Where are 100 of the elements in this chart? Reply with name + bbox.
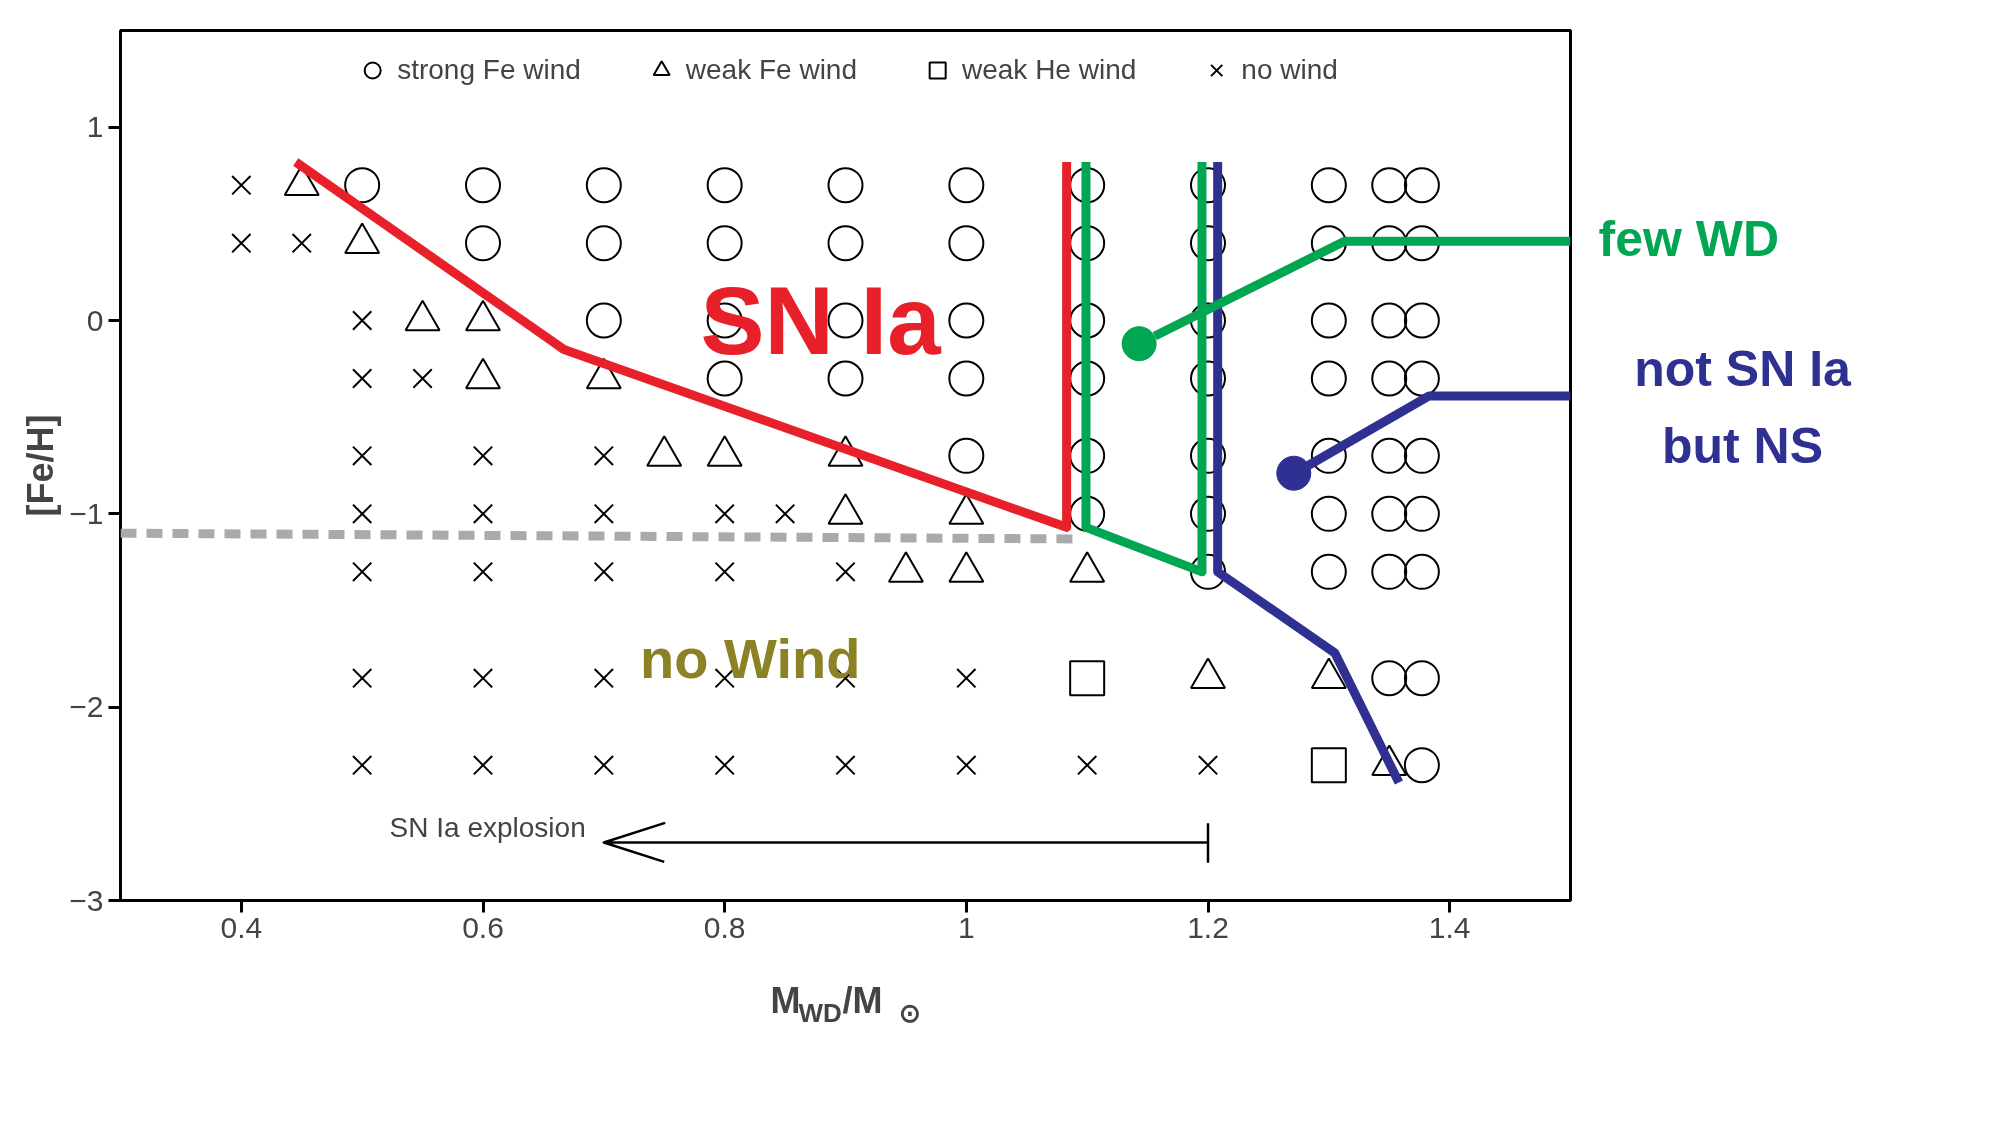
point [593, 667, 615, 689]
x-tick-label: 0.4 [220, 910, 263, 944]
point [1403, 167, 1440, 204]
annotation: no Wind [640, 627, 861, 691]
annotation: SN Ia [700, 267, 942, 374]
point [1371, 302, 1408, 339]
point [827, 302, 864, 339]
point [714, 561, 735, 583]
y-tick-label: 0 [86, 303, 104, 337]
point [1403, 495, 1440, 532]
point [231, 174, 252, 196]
legend-label: weak He wind [962, 54, 1137, 86]
y-tick-label: 1 [86, 110, 104, 144]
point [1069, 225, 1106, 262]
point [706, 360, 743, 397]
annotation: SN Ia explosion [389, 811, 586, 843]
point [465, 167, 501, 204]
point [585, 225, 622, 262]
point [351, 503, 373, 525]
point [585, 302, 622, 339]
point [1371, 437, 1408, 474]
point [827, 225, 864, 262]
point [948, 302, 985, 339]
point [1371, 660, 1408, 697]
x-tick-label: 1 [957, 910, 975, 944]
point [585, 167, 622, 204]
point [351, 667, 373, 689]
point [956, 754, 977, 776]
point [1371, 167, 1408, 204]
point [1310, 437, 1347, 474]
point [956, 667, 977, 689]
point [1069, 302, 1106, 339]
point [351, 445, 373, 467]
x-tick-label: 0.6 [462, 910, 504, 944]
point [714, 503, 735, 525]
point [1121, 326, 1157, 362]
x-tick-label: 1.4 [1428, 910, 1471, 944]
point [231, 232, 252, 254]
point [1069, 437, 1106, 474]
point [948, 360, 985, 397]
point [835, 754, 856, 776]
point [1069, 660, 1106, 697]
legend-label: strong Fe wind [397, 54, 581, 86]
point [593, 445, 615, 467]
point [827, 167, 864, 204]
point [472, 445, 494, 467]
point [835, 561, 856, 583]
point [1310, 167, 1347, 204]
legend-label: no wind [1241, 54, 1338, 86]
point [1371, 553, 1408, 590]
point [1371, 225, 1408, 262]
point [1371, 495, 1408, 532]
point [593, 561, 615, 583]
point [472, 561, 494, 583]
point [774, 503, 796, 525]
point [706, 167, 743, 204]
point [1403, 660, 1440, 697]
y-tick-label: −1 [69, 496, 104, 530]
point [1403, 553, 1440, 590]
point [472, 667, 494, 689]
point [1403, 302, 1440, 339]
point [827, 360, 864, 397]
point [948, 167, 985, 204]
point [291, 232, 312, 254]
point [1371, 360, 1408, 397]
point [472, 503, 494, 525]
y-tick-label: −3 [69, 883, 104, 917]
point [948, 437, 985, 474]
point [1403, 437, 1440, 474]
point [1403, 225, 1440, 262]
point [1310, 360, 1347, 397]
point [351, 754, 373, 776]
point [593, 503, 615, 525]
point [351, 310, 373, 331]
x-tick-label: 0.8 [703, 910, 746, 944]
point [714, 754, 735, 776]
point [1310, 553, 1347, 590]
point [351, 561, 373, 583]
text: few WD [1598, 211, 1780, 268]
text: not SN Ia but NS [1634, 340, 1853, 475]
point [593, 754, 615, 776]
legend-label: weak Fe wind [685, 54, 857, 86]
point [465, 225, 501, 262]
point [412, 368, 433, 389]
y-axis-title: [Fe/H] [20, 414, 62, 517]
point [706, 225, 743, 262]
point [1310, 225, 1347, 262]
point [1069, 360, 1106, 397]
point [1310, 302, 1347, 339]
point [948, 225, 985, 262]
point [1310, 495, 1347, 532]
x-tick-label: 1.2 [1187, 910, 1229, 944]
point [1403, 360, 1440, 397]
point [1197, 754, 1219, 776]
point [1310, 747, 1347, 784]
point [1069, 167, 1106, 204]
point [1076, 754, 1098, 776]
y-tick-label: −2 [69, 690, 104, 724]
point [1403, 747, 1440, 784]
point [472, 754, 494, 776]
